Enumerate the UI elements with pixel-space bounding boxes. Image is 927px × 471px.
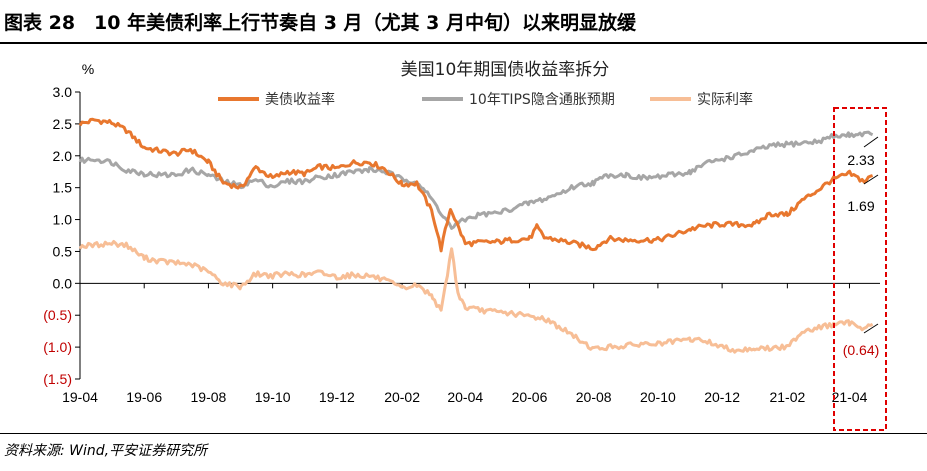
chart-title: 美国10年期国债收益率拆分: [401, 60, 610, 80]
annotation-leader: [863, 136, 879, 148]
series-layer: [78, 117, 874, 354]
y-tick-label: (1.5): [43, 371, 72, 387]
annotation-label: 2.33: [847, 152, 874, 168]
footer-rule: [0, 433, 927, 434]
x-tick-label: 19-04: [62, 389, 98, 405]
chart-area: 美国10年期国债收益率拆分 % 美债收益率 10年TIPS隐含通胀预期 实际利率 3…: [43, 60, 887, 431]
figure-title: 图表 28 10 年美债利率上行节奏自 3 月（尤其 3 月中旬）以来明显放缓: [4, 12, 637, 34]
legend: 美债收益率 10年TIPS隐含通胀预期 实际利率: [218, 91, 753, 108]
x-axis: 19-04 19-06 19-08 19-10 19-12 20-02 20-04 20-06…: [62, 282, 880, 405]
annotation-leader: [863, 174, 879, 185]
y-tick-label: 0.5: [53, 243, 73, 259]
y-tick-label: (1.0): [43, 339, 72, 355]
y-tick-label: 1.0: [53, 212, 73, 228]
annotation-layer: 2.33 1.69 (0.64): [843, 136, 880, 358]
x-tick-label: 19-06: [126, 389, 162, 405]
y-tick-label: 3.0: [53, 84, 73, 100]
x-tick-label: 19-10: [255, 389, 291, 405]
y-tick-label: 2.0: [53, 148, 73, 164]
y-tick-label: 2.5: [53, 116, 73, 132]
legend-label: 10年TIPS隐含通胀预期: [469, 92, 615, 108]
x-tick-label: 20-12: [704, 389, 740, 405]
y-axis-unit: %: [82, 61, 94, 77]
annotation-label: 1.69: [847, 198, 874, 214]
figure-header: 图表 28 10 年美债利率上行节奏自 3 月（尤其 3 月中旬）以来明显放缓: [0, 0, 927, 44]
x-tick-label: 20-06: [512, 389, 548, 405]
annotation-label: (0.64): [843, 342, 880, 358]
series-line-nominal-yield: [78, 117, 874, 253]
legend-label: 美债收益率: [265, 91, 335, 108]
x-tick-label: 19-12: [319, 389, 355, 405]
header-rule: [0, 42, 927, 44]
x-tick-label: 19-08: [191, 389, 227, 405]
y-axis: 3.0 2.5 2.0 1.5 1.0 0.5 0.0 (0.5) (1.0) (1.5): [43, 84, 81, 387]
source-note: 资料来源: Wind,平安证券研究所: [4, 443, 208, 459]
annotation-leader: [863, 323, 879, 334]
y-tick-label: 1.5: [53, 180, 73, 196]
x-tick-label: 20-08: [576, 389, 612, 405]
x-tick-label: 20-10: [640, 389, 676, 405]
x-tick-label: 21-04: [832, 389, 868, 405]
y-tick-label: (0.5): [43, 307, 72, 323]
x-tick-label: 21-02: [769, 389, 805, 405]
y-tick-label: 0.0: [53, 275, 73, 291]
series-line-breakeven-inflation: [78, 130, 874, 230]
x-tick-label: 20-04: [447, 389, 483, 405]
x-tick-label: 20-02: [384, 389, 420, 405]
legend-label: 实际利率: [697, 91, 753, 108]
series-line-real-yield: [78, 240, 874, 354]
highlight-box: [833, 107, 887, 431]
